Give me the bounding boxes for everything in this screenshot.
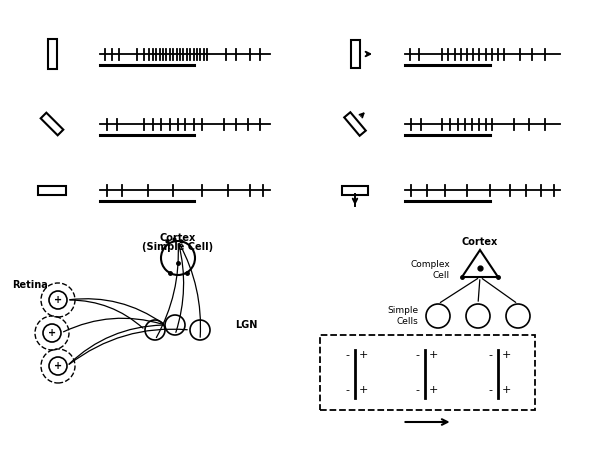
Bar	[38, 186, 66, 194]
Text: Cortex: Cortex	[462, 237, 498, 247]
Bar	[41, 113, 64, 135]
Text: +: +	[54, 361, 62, 371]
Text: +: +	[358, 385, 368, 395]
FancyBboxPatch shape	[320, 335, 535, 410]
Text: Retina: Retina	[12, 280, 48, 290]
Text: -: -	[345, 385, 349, 395]
Text: +: +	[48, 328, 56, 338]
Text: -: -	[415, 385, 419, 395]
Text: +: +	[428, 385, 437, 395]
Text: -: -	[415, 350, 419, 360]
Bar	[342, 186, 368, 194]
Text: Simple
Cells: Simple Cells	[387, 306, 418, 326]
Text: +: +	[358, 350, 368, 360]
Text: +: +	[502, 385, 511, 395]
Text: Cortex: Cortex	[160, 233, 196, 243]
Bar	[47, 39, 56, 69]
Text: +: +	[502, 350, 511, 360]
Text: -: -	[345, 350, 349, 360]
Text: -: -	[488, 350, 492, 360]
Text: (Simple Cell): (Simple Cell)	[142, 242, 214, 252]
Bar	[350, 40, 359, 68]
Text: +: +	[54, 295, 62, 305]
Text: +: +	[428, 350, 437, 360]
Text: Complex
Cell: Complex Cell	[410, 260, 450, 280]
Text: LGN: LGN	[235, 320, 257, 330]
Text: -: -	[488, 385, 492, 395]
Bar	[344, 112, 366, 136]
